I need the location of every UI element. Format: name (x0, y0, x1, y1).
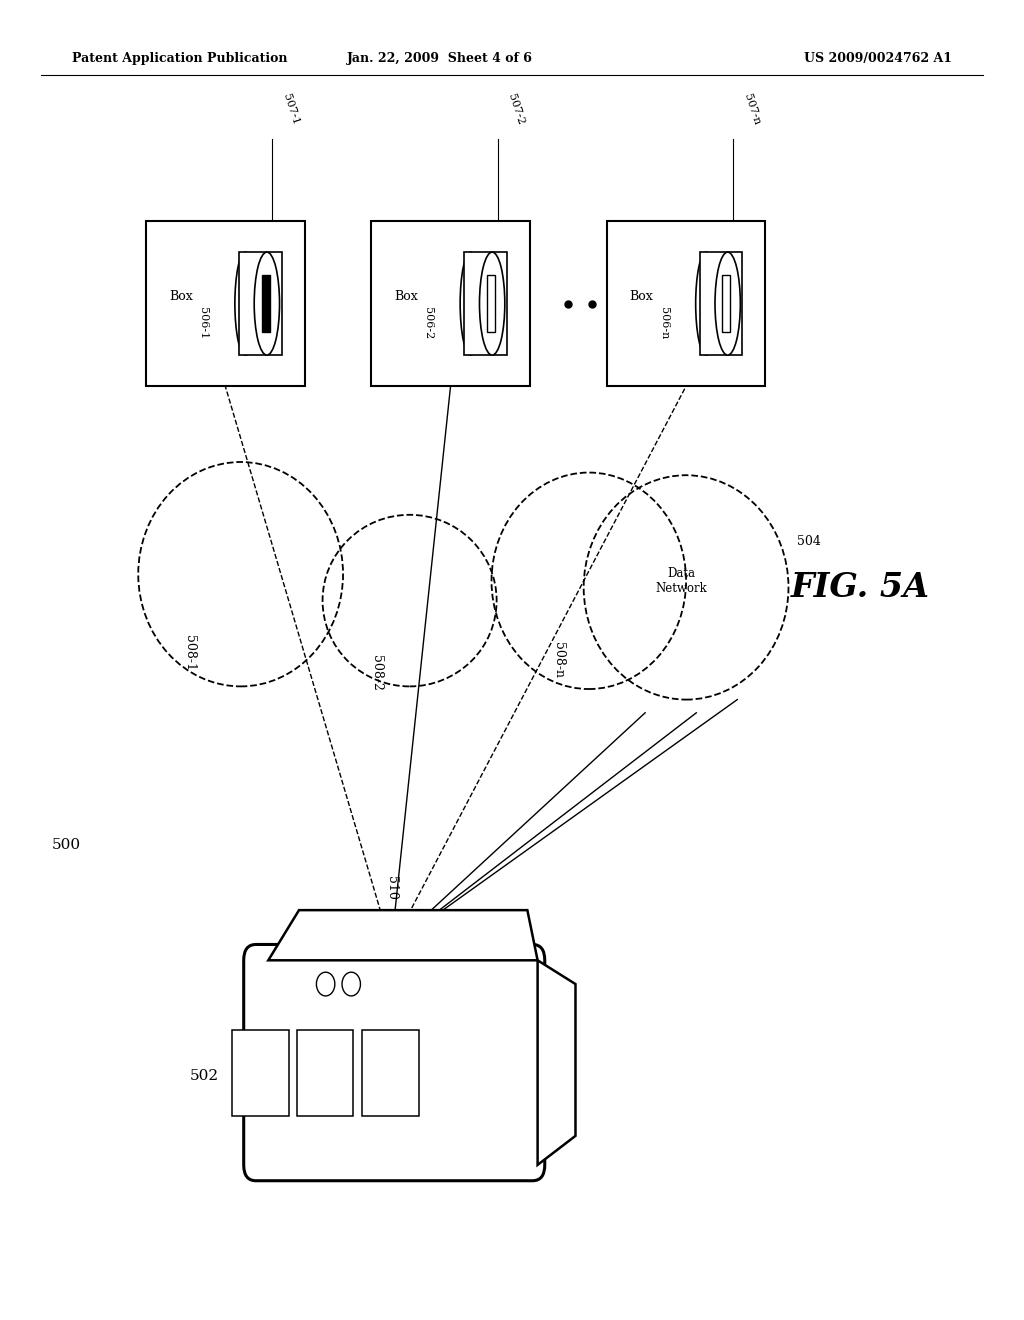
Text: Box: Box (169, 290, 193, 304)
Bar (722, 276, 730, 331)
Ellipse shape (254, 252, 280, 355)
Text: Box: Box (394, 290, 418, 304)
Bar (362, 1030, 419, 1117)
Ellipse shape (479, 252, 505, 355)
FancyBboxPatch shape (371, 220, 530, 385)
Bar (239, 252, 282, 355)
Bar (297, 1030, 353, 1117)
FancyBboxPatch shape (146, 220, 305, 385)
Text: 502: 502 (190, 1069, 219, 1082)
Bar (699, 252, 742, 355)
Text: 504: 504 (797, 535, 821, 548)
Polygon shape (538, 961, 575, 1164)
Text: 506-1: 506-1 (198, 308, 208, 339)
Text: 507-2: 507-2 (507, 92, 526, 125)
Bar (486, 276, 495, 331)
Text: 508-n: 508-n (552, 642, 564, 678)
FancyBboxPatch shape (244, 945, 545, 1180)
Text: 500: 500 (52, 838, 81, 851)
Ellipse shape (695, 252, 717, 355)
Ellipse shape (715, 252, 740, 355)
Text: Patent Application Publication: Patent Application Publication (72, 51, 287, 65)
Bar (464, 252, 507, 355)
Bar (261, 276, 269, 331)
Bar (232, 1030, 289, 1117)
Text: 506-n: 506-n (658, 308, 669, 339)
Text: 507-1: 507-1 (282, 92, 301, 125)
Text: 506-2: 506-2 (423, 308, 433, 339)
Text: 508-2: 508-2 (371, 655, 383, 692)
Text: 508-1: 508-1 (183, 635, 196, 672)
FancyBboxPatch shape (606, 220, 766, 385)
Text: FIG. 5A: FIG. 5A (791, 570, 930, 605)
Ellipse shape (234, 252, 256, 355)
Polygon shape (268, 911, 538, 961)
Ellipse shape (460, 252, 481, 355)
Text: Box: Box (630, 290, 653, 304)
Text: 510: 510 (385, 875, 397, 900)
Text: US 2009/0024762 A1: US 2009/0024762 A1 (804, 51, 952, 65)
Text: Jan. 22, 2009  Sheet 4 of 6: Jan. 22, 2009 Sheet 4 of 6 (347, 51, 534, 65)
Text: Data
Network: Data Network (655, 566, 707, 595)
Text: 507-n: 507-n (742, 92, 762, 125)
